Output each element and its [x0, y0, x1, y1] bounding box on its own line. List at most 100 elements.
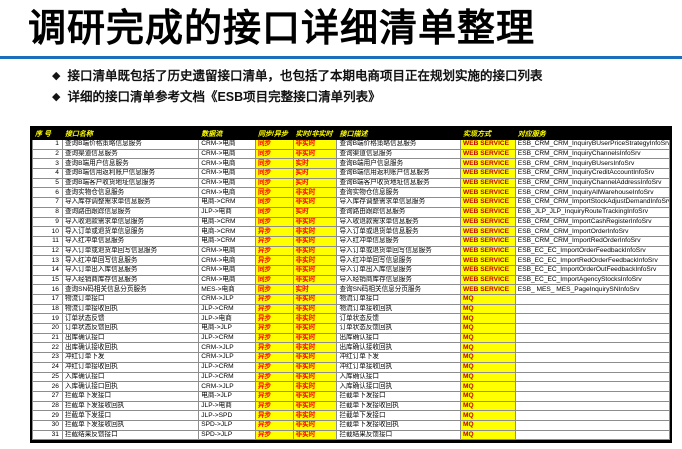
- implementation: MQ: [460, 352, 516, 363]
- interface-name: 导入红冲单信息服务: [61, 235, 200, 247]
- implementation: MQ: [460, 390, 516, 402]
- data-flow: 电商->CRM: [198, 235, 256, 247]
- row-number: 19: [32, 313, 63, 325]
- row-number: 7: [32, 197, 63, 208]
- implementation: MQ: [460, 303, 516, 315]
- row-number: 23: [32, 352, 63, 363]
- column-header: 数据流: [198, 128, 256, 140]
- implementation: MQ: [460, 332, 516, 344]
- interface-table: 序 号接口名称 数据流 同步/异步 实时/非实时 接口描述 实现方式 对应服务 1 查询B端价…: [32, 128, 671, 441]
- column-header: 接口名称: [61, 128, 200, 140]
- implementation: MQ: [460, 294, 516, 305]
- implementation: WEB SERVICE: [460, 168, 516, 179]
- implementation: MQ: [460, 400, 516, 412]
- column-header: 对应服务: [514, 128, 671, 140]
- realtime-mode: 非实时: [292, 294, 338, 305]
- column-header: 实现方式: [460, 128, 516, 140]
- interface-description: 查询渠道信息服务: [336, 148, 462, 160]
- interface-name: 出库确认接口: [61, 332, 200, 344]
- implementation: MQ: [460, 361, 516, 373]
- interface-name: 导入库存调整需求单信息服务: [61, 197, 200, 208]
- service-name: ESB_ MES_ MES_PageInquirySNInfoSrv: [514, 284, 671, 295]
- data-flow: CRM->电商: [198, 255, 256, 266]
- interface-description: 查询B端客户收货地址信息服务: [336, 177, 462, 189]
- table-row: 16 查询SN码相关信息分页服务 MES->电商 同步 实时 查询SN码相关信息分页服务 W…: [32, 284, 671, 295]
- implementation: WEB SERVICE: [460, 235, 516, 247]
- data-flow: JLP->CRM: [198, 332, 256, 344]
- column-header: 序 号: [32, 128, 63, 140]
- title-underline: [0, 56, 682, 59]
- service-name: ESB_CRM_CRM_ImportRedOrderInfoSrv: [514, 235, 671, 247]
- realtime-mode: 实时: [292, 177, 338, 189]
- row-number: 22: [32, 342, 63, 354]
- realtime-mode: 实时: [292, 206, 338, 218]
- sync-mode: 同步: [254, 187, 294, 199]
- sync-mode: 异步: [254, 361, 294, 373]
- interface-name: 出库确认接收回执: [61, 342, 200, 354]
- interface-description: 订单状态反馈回执: [336, 323, 462, 334]
- implementation: MQ: [460, 342, 516, 354]
- table-row: 28 拦截单下发接收回执 JLP->电商 异步 非实时 拦截单下发接收回执 MQ: [32, 400, 671, 412]
- table-row: 5 查询B端客户收货地址信息服务 CRM->电商 同步 实时 查询B端客户收货地址信息服务…: [32, 177, 671, 189]
- diamond-icon: ◆: [52, 91, 61, 103]
- interface-description: 出库确认接口: [336, 332, 462, 344]
- interface-name: 拦截单下发接口: [61, 410, 200, 421]
- interface-description: 拦截结果反馈接口: [336, 429, 462, 441]
- row-number: 18: [32, 303, 63, 315]
- sync-mode: 异步: [254, 419, 294, 431]
- realtime-mode: 非实时: [292, 245, 338, 257]
- implementation: WEB SERVICE: [460, 255, 516, 266]
- table-row: 3 查询B端用户信息服务 CRM->电商 同步 实时 查询B端用户信息服务 WEB SERV…: [32, 158, 671, 170]
- interface-name: 入库确认接口回执: [61, 381, 200, 392]
- interface-name: 查询B端信用返利账户信息服务: [61, 168, 200, 179]
- implementation: WEB SERVICE: [460, 245, 516, 257]
- service-name: [514, 371, 671, 383]
- interface-name: 导入订单或退货单信息服务: [61, 226, 200, 237]
- table-row: 19 订单状态反馈 JLP->电商 异步 非实时 订单状态反馈 MQ: [32, 313, 671, 325]
- interface-description: 物流订单接收回执: [336, 303, 462, 315]
- interface-name: 订单状态反馈回执: [61, 323, 200, 334]
- row-number: 9: [32, 216, 63, 228]
- interface-name: 订单状态反馈: [61, 313, 200, 325]
- service-name: ESB_JLP_JLP_InquiryRouteTrackingInfoSrv: [514, 206, 671, 218]
- data-flow: CRM->电商: [198, 158, 256, 170]
- interface-description: 导入订单出入库信息服务: [336, 264, 462, 276]
- row-number: 16: [32, 284, 63, 295]
- service-name: [514, 294, 671, 305]
- implementation: WEB SERVICE: [460, 187, 516, 199]
- realtime-mode: 非实时: [292, 332, 338, 344]
- interface-name: 入库确认接口: [61, 371, 200, 383]
- service-name: ESB_CRM_CRM_InquiryCreditAccountInfoSrv: [514, 168, 671, 179]
- table-header-row: 序 号接口名称 数据流 同步/异步 实时/非实时 接口描述 实现方式 对应服务: [32, 128, 671, 140]
- row-number: 4: [32, 168, 63, 179]
- sync-mode: 同步: [254, 197, 294, 208]
- table-row: 2 查询渠道信息服务 CRM->电商 同步 非实时 查询渠道信息服务 WEB SERVICE…: [32, 148, 671, 160]
- implementation: MQ: [460, 410, 516, 421]
- service-name: [514, 400, 671, 412]
- table-row: 18 物流订单接收回执 JLP->CRM 异步 非实时 物流订单接收回执 MQ: [32, 303, 671, 315]
- service-name: ESB_EC_EC_ImportAgencyStocksInfoSrv: [514, 274, 671, 286]
- interface-description: 导入收退款需求单信息服务: [336, 216, 462, 228]
- table-row: 31 拦截结果反馈接口 SPD->JLP 异步 非实时 拦截结果反馈接口 MQ: [32, 429, 671, 441]
- interface-description: 冲红订单接收回执: [336, 361, 462, 373]
- sync-mode: 异步: [254, 332, 294, 344]
- interface-name: 拦截单下发接收回执: [61, 400, 200, 412]
- sync-mode: 同步: [254, 206, 294, 218]
- interface-description: 查询B端用户信息服务: [336, 158, 462, 170]
- data-flow: CRM->电商: [198, 148, 256, 160]
- realtime-mode: 非实时: [292, 313, 338, 325]
- sync-mode: 异步: [254, 371, 294, 383]
- interface-description: 导入订单或退货单信息服务: [336, 226, 462, 237]
- data-flow: JLP->电商: [198, 206, 256, 218]
- data-flow: CRM->JLP: [198, 352, 256, 363]
- row-number: 21: [32, 332, 63, 344]
- row-number: 6: [32, 187, 63, 199]
- table-row: 23 冲红订单下发 CRM->JLP 异步 非实时 冲红订单下发 MQ: [32, 352, 671, 363]
- table-row: 24 冲红订单接收回执 JLP->CRM 异步 非实时 冲红订单接收回执 MQ: [32, 361, 671, 373]
- data-flow: 电商->CRM: [198, 226, 256, 237]
- data-flow: 电商->JLP: [198, 323, 256, 334]
- data-flow: CRM->JLP: [198, 294, 256, 305]
- table-body: 1 查询B端价格策略信息服务 CRM->电商 同步 非实时 查询B端价格策略信息服务 WEB…: [32, 139, 671, 441]
- service-name: ESB_CRM_CRM_ImportStockAdjustDemandInfoS…: [514, 197, 671, 208]
